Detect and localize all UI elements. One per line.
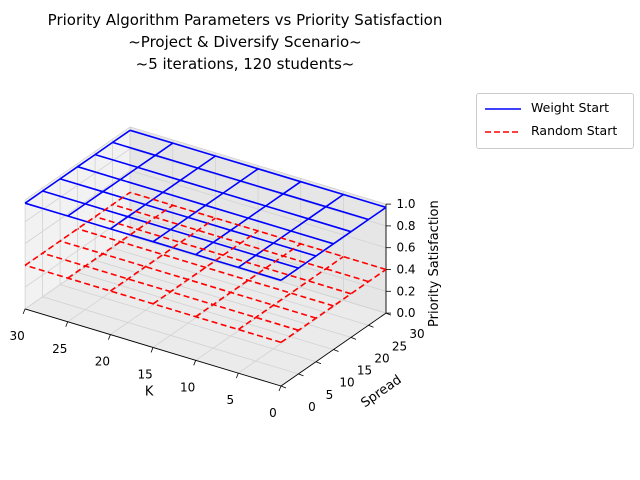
tick-labels: 0510152025300510152025300.00.20.40.60.81… (9, 197, 424, 420)
wireframe-line-const-k (109, 217, 216, 292)
k-tick-mark (65, 321, 69, 327)
gridline-z (24, 170, 387, 249)
wireframe-line-const-spread (42, 252, 299, 332)
wireframe-line-const-spread (59, 178, 317, 257)
spread-tick-label: 5 (326, 388, 334, 402)
surface-random-start (24, 191, 387, 344)
wireframe-line-const-k (237, 255, 344, 331)
z-tick-label: 0.0 (396, 306, 415, 320)
k-tick-label: 25 (52, 342, 67, 356)
spread-tick-mark (315, 361, 322, 365)
spread-tick-mark (280, 385, 287, 389)
k-tick-label: 5 (226, 393, 234, 407)
spread-tick-mark (333, 349, 339, 352)
chart-title-line-2: ~Project & Diversify Scenario~ (128, 33, 362, 51)
legend-label: Random Start (531, 123, 618, 138)
k-tick-mark (150, 347, 154, 353)
legend: Weight Start Random Start (476, 93, 634, 149)
k-tick-mark (108, 334, 111, 340)
wireframe-line-const-spread (112, 203, 369, 283)
z-tick-label: 0.4 (396, 263, 415, 277)
spread-tick-mark (298, 373, 304, 377)
z-tick-label: 0.8 (396, 219, 415, 233)
x-axis-label: K (145, 384, 154, 399)
z-tick-label: 0.2 (396, 284, 415, 298)
wireframe-line-const-spread (77, 165, 334, 245)
wireframe-line-const-spread (129, 129, 387, 209)
legend-swatch-dashed (485, 131, 521, 133)
wireframe-line-const-spread (59, 240, 317, 319)
chart-title-line-1: Priority Algorithm Parameters vs Priorit… (47, 11, 443, 29)
legend-label: Weight Start (531, 100, 610, 115)
k-tick-label: 15 (137, 367, 152, 381)
k-tick-label: 30 (9, 329, 24, 343)
wireframe-line-const-spread (112, 141, 369, 221)
k-tick-mark (278, 385, 282, 392)
chart-title-line-3: ~5 iterations, 120 students~ (135, 55, 355, 73)
gridline-z (24, 213, 387, 292)
wireframe-line-const-spread (42, 190, 299, 269)
k-tick-mark (22, 308, 26, 315)
legend-item-weight-start: Weight Start (477, 99, 633, 119)
z-tick-label: 1.0 (396, 197, 415, 211)
gridline-z (24, 126, 387, 205)
surface-weight-start (24, 129, 387, 282)
data-surfaces (24, 129, 387, 344)
gridline-z (24, 148, 387, 227)
spread-tick-mark (368, 324, 374, 328)
wireframe-line-const-spread (94, 153, 352, 233)
k-tick-label: 10 (180, 380, 195, 394)
wireframe-line-const-spread (129, 191, 387, 271)
k-tick-mark (193, 360, 197, 366)
wireframe-line-const-spread (24, 264, 282, 344)
wireframe-line-const-spread (77, 228, 334, 307)
gridline-z (24, 235, 387, 314)
legend-item-random-start: Random Start (477, 122, 633, 142)
k-tick-label: 20 (95, 355, 110, 369)
z-axis-label: Priority Satisfaction (427, 200, 442, 327)
spread-tick-label: 10 (339, 376, 354, 390)
spread-tick-label: 30 (409, 327, 424, 341)
spread-tick-label: 20 (374, 351, 389, 365)
legend-swatch-solid (485, 108, 521, 110)
spread-tick-label: 25 (392, 339, 407, 353)
spread-tick-label: 15 (357, 364, 372, 378)
k-tick-label: 0 (269, 406, 277, 420)
k-tick-mark (235, 373, 239, 379)
spread-tick-mark (350, 337, 357, 340)
wireframe-line-const-spread (94, 215, 352, 295)
y-axis-label: Spread (358, 372, 404, 411)
wireframe-line-const-spread (24, 202, 282, 282)
z-tick-label: 0.6 (396, 241, 415, 255)
spread-tick-label: 0 (308, 400, 316, 414)
